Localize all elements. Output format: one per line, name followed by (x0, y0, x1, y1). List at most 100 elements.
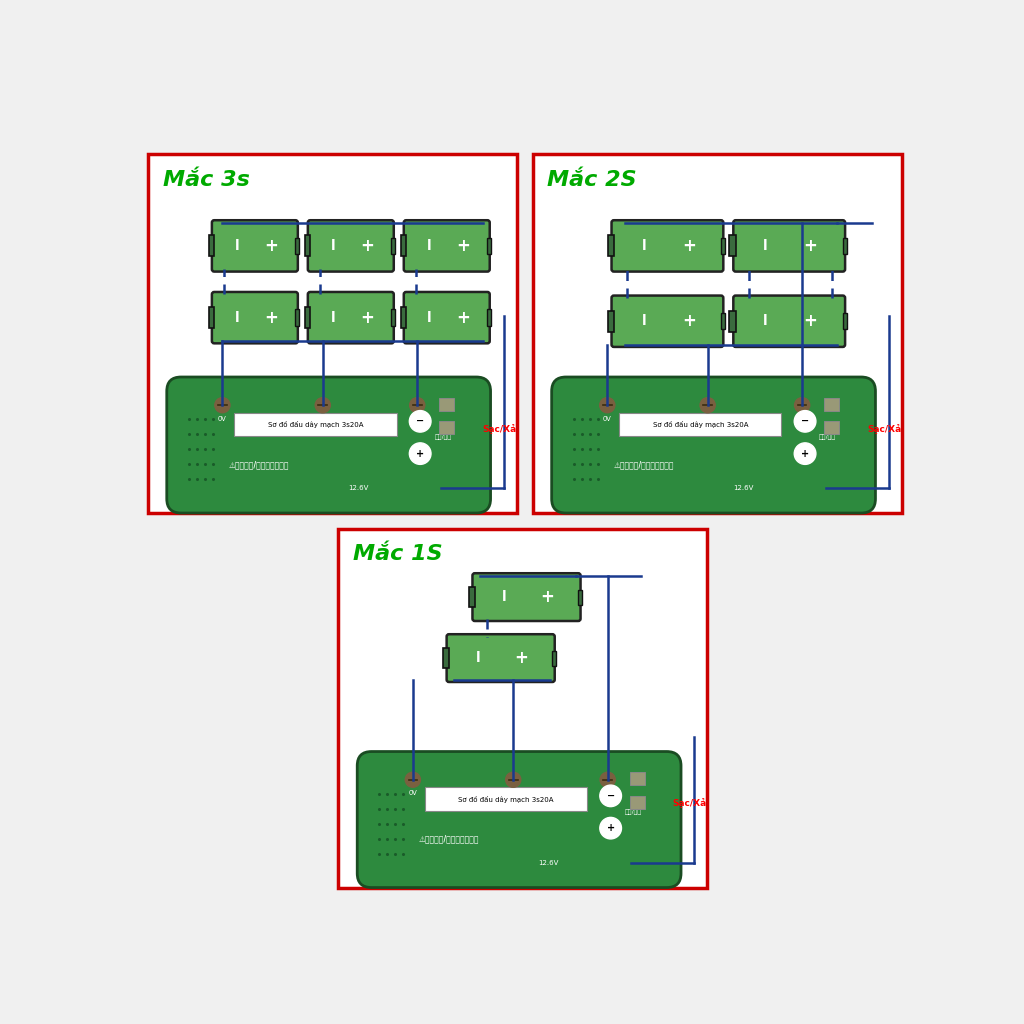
Bar (439, 397, 454, 411)
Bar (439, 421, 454, 434)
Bar (209, 236, 214, 256)
Text: l: l (475, 651, 480, 666)
Circle shape (600, 785, 622, 807)
Text: ⚠适用电机/电钓，禁止短路: ⚠适用电机/电钓，禁止短路 (419, 835, 479, 844)
Circle shape (410, 397, 425, 413)
Bar (552, 650, 556, 666)
Text: l: l (427, 310, 431, 325)
Text: l: l (642, 314, 646, 329)
Bar (607, 236, 614, 256)
Bar (391, 238, 394, 254)
Text: l: l (234, 239, 240, 253)
Bar (391, 309, 394, 326)
Circle shape (600, 772, 615, 787)
Text: 充电/放电: 充电/放电 (434, 434, 452, 440)
Bar (721, 238, 725, 254)
Text: +: + (456, 308, 470, 327)
Text: 4.2V: 4.2V (700, 416, 715, 422)
Bar (487, 238, 490, 254)
Bar (401, 236, 407, 256)
Text: +: + (264, 308, 279, 327)
Circle shape (406, 772, 421, 787)
FancyBboxPatch shape (611, 296, 723, 347)
Bar (442, 648, 449, 668)
Text: Mắc 2S: Mắc 2S (548, 170, 637, 189)
Bar (147, 155, 517, 513)
Bar (607, 310, 614, 332)
FancyBboxPatch shape (733, 296, 845, 347)
Text: 12.6V: 12.6V (348, 485, 369, 492)
Text: l: l (331, 239, 335, 253)
Bar (209, 307, 214, 328)
Text: +: + (456, 237, 470, 255)
FancyBboxPatch shape (403, 220, 489, 271)
FancyBboxPatch shape (472, 573, 581, 621)
Bar (721, 313, 725, 330)
FancyBboxPatch shape (212, 220, 298, 271)
Text: +: + (541, 588, 554, 606)
Circle shape (795, 397, 810, 413)
Text: l: l (642, 239, 646, 253)
Circle shape (700, 397, 715, 413)
FancyBboxPatch shape (234, 413, 396, 436)
Text: 12.6V: 12.6V (539, 859, 559, 865)
Text: 12.6V: 12.6V (733, 485, 754, 492)
Circle shape (795, 411, 816, 432)
Circle shape (215, 397, 230, 413)
FancyBboxPatch shape (357, 752, 681, 888)
Text: +: + (360, 308, 374, 327)
Text: 8.4V: 8.4V (600, 791, 615, 797)
Text: l: l (234, 310, 240, 325)
Text: 0V: 0V (409, 791, 417, 797)
Text: l: l (331, 310, 335, 325)
Text: +: + (682, 312, 695, 331)
Text: +: + (514, 649, 528, 667)
Bar (469, 588, 475, 607)
Bar (305, 307, 310, 328)
Bar (296, 309, 299, 326)
Bar (630, 796, 644, 809)
Bar (401, 307, 407, 328)
Text: 8.4V: 8.4V (795, 416, 810, 422)
Bar (824, 397, 839, 411)
Text: +: + (682, 237, 695, 255)
FancyBboxPatch shape (611, 220, 723, 271)
Circle shape (410, 411, 431, 432)
Text: Sơ đồ đấu dây mạch 3s20A: Sơ đồ đấu dây mạch 3s20A (652, 421, 748, 428)
FancyBboxPatch shape (403, 292, 489, 343)
Text: Sạc/Xả: Sạc/Xả (482, 424, 516, 434)
FancyBboxPatch shape (733, 220, 845, 271)
Text: Mắc 3s: Mắc 3s (163, 170, 250, 189)
Bar (729, 310, 735, 332)
Text: 充电/放电: 充电/放电 (819, 434, 837, 440)
Text: +: + (804, 237, 817, 255)
Bar (729, 236, 735, 256)
Text: −: − (606, 791, 614, 801)
Text: +: + (360, 237, 374, 255)
Circle shape (506, 772, 521, 787)
Text: 充电/放电: 充电/放电 (625, 809, 642, 815)
Text: Sạc/Xả: Sạc/Xả (673, 799, 707, 808)
FancyBboxPatch shape (552, 377, 876, 513)
FancyBboxPatch shape (308, 220, 394, 271)
Bar (630, 772, 644, 785)
Bar (338, 529, 708, 888)
Bar (843, 313, 847, 330)
Text: ⚠适用电机/电钓，禁止短路: ⚠适用电机/电钓，禁止短路 (228, 460, 289, 469)
FancyBboxPatch shape (167, 377, 490, 513)
Text: 4.2V: 4.2V (315, 416, 331, 422)
FancyBboxPatch shape (308, 292, 394, 343)
Text: 0V: 0V (603, 416, 611, 422)
Text: Mắc 1S: Mắc 1S (353, 544, 442, 564)
Text: 0V: 0V (218, 416, 226, 422)
Text: l: l (427, 239, 431, 253)
Text: l: l (763, 314, 768, 329)
Text: +: + (606, 823, 614, 834)
Text: ⚠适用电机/电钓，禁止短路: ⚠适用电机/电钓，禁止短路 (613, 460, 674, 469)
Bar (843, 238, 847, 254)
FancyBboxPatch shape (620, 413, 781, 436)
Text: l: l (502, 590, 506, 604)
Circle shape (600, 397, 614, 413)
Circle shape (795, 442, 816, 465)
Bar (296, 238, 299, 254)
